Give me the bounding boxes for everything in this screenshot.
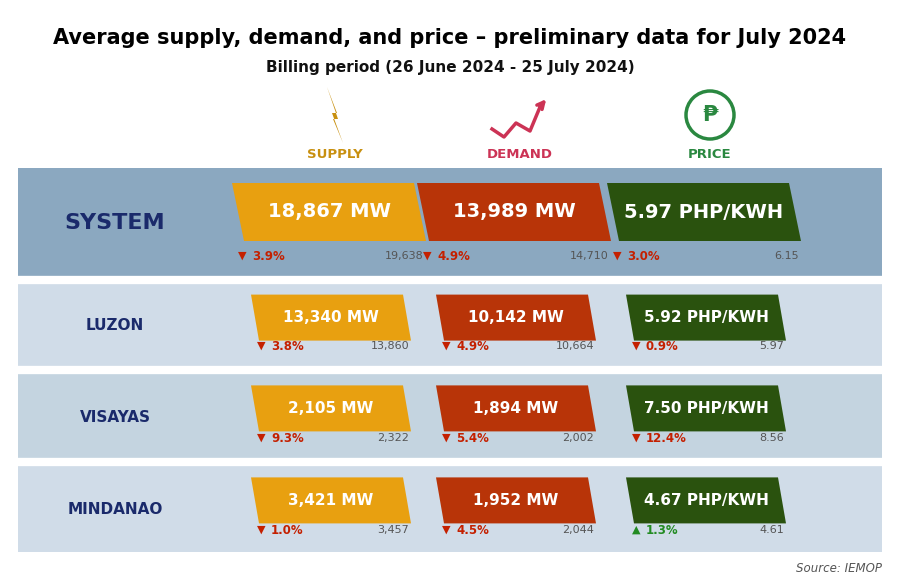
Text: 1,952 MW: 1,952 MW — [473, 493, 559, 508]
Text: 3,457: 3,457 — [377, 525, 409, 535]
Text: 6.15: 6.15 — [774, 251, 799, 261]
Text: 10,664: 10,664 — [555, 341, 594, 351]
Polygon shape — [436, 385, 596, 432]
Text: 7.50 PHP/KWH: 7.50 PHP/KWH — [644, 401, 769, 416]
Text: ▲: ▲ — [632, 525, 641, 535]
Text: 13,860: 13,860 — [371, 341, 409, 351]
Text: 4.67 PHP/KWH: 4.67 PHP/KWH — [644, 493, 769, 508]
Text: ▼: ▼ — [257, 433, 266, 443]
Text: 9.3%: 9.3% — [271, 432, 304, 445]
Text: 5.4%: 5.4% — [456, 432, 489, 445]
Text: MINDANAO: MINDANAO — [68, 502, 163, 516]
Text: ₱: ₱ — [702, 105, 718, 125]
Polygon shape — [327, 87, 343, 143]
Polygon shape — [626, 385, 786, 432]
Text: ▼: ▼ — [632, 341, 641, 351]
Text: 4.9%: 4.9% — [437, 249, 470, 262]
Text: SUPPLY: SUPPLY — [307, 148, 363, 161]
Text: 12.4%: 12.4% — [646, 432, 687, 445]
Polygon shape — [626, 295, 786, 340]
Text: 2,044: 2,044 — [562, 525, 594, 535]
Bar — [18, 374, 882, 460]
Text: 13,989 MW: 13,989 MW — [453, 202, 575, 222]
Polygon shape — [251, 385, 411, 432]
Text: 2,002: 2,002 — [562, 433, 594, 443]
Text: VISAYAS: VISAYAS — [79, 409, 150, 425]
Text: 3.8%: 3.8% — [271, 339, 304, 352]
Polygon shape — [436, 477, 596, 523]
Text: 8.56: 8.56 — [760, 433, 784, 443]
Text: 14,710: 14,710 — [571, 251, 609, 261]
Text: 1.0%: 1.0% — [271, 523, 303, 536]
Polygon shape — [417, 183, 611, 241]
Text: ▼: ▼ — [423, 251, 431, 261]
Text: 5.92 PHP/KWH: 5.92 PHP/KWH — [644, 310, 769, 325]
Text: 5.97: 5.97 — [759, 341, 784, 351]
Text: 3.9%: 3.9% — [252, 249, 284, 262]
Text: 4.61: 4.61 — [760, 525, 784, 535]
Text: ▼: ▼ — [442, 341, 451, 351]
Text: ▼: ▼ — [613, 251, 622, 261]
Text: ▼: ▼ — [632, 433, 641, 443]
Text: 5.97 PHP/KWH: 5.97 PHP/KWH — [625, 202, 784, 222]
Text: PRICE: PRICE — [688, 148, 732, 161]
Text: SYSTEM: SYSTEM — [65, 213, 166, 233]
Text: DEMAND: DEMAND — [487, 148, 553, 161]
Polygon shape — [232, 183, 426, 241]
Text: ▼: ▼ — [442, 525, 451, 535]
Text: 0.9%: 0.9% — [646, 339, 679, 352]
Polygon shape — [436, 295, 596, 340]
Text: ▼: ▼ — [238, 251, 247, 261]
Bar — [18, 168, 882, 278]
Text: Average supply, demand, and price – preliminary data for July 2024: Average supply, demand, and price – prel… — [53, 28, 847, 48]
Text: 4.9%: 4.9% — [456, 339, 489, 352]
Text: 1.3%: 1.3% — [646, 523, 679, 536]
Text: ▼: ▼ — [257, 341, 266, 351]
Bar — [18, 284, 882, 368]
Polygon shape — [607, 183, 801, 241]
Text: 3,421 MW: 3,421 MW — [288, 493, 374, 508]
Text: ▼: ▼ — [442, 433, 451, 443]
Text: 18,867 MW: 18,867 MW — [267, 202, 391, 222]
Polygon shape — [251, 477, 411, 523]
Text: 2,105 MW: 2,105 MW — [288, 401, 374, 416]
Text: 13,340 MW: 13,340 MW — [284, 310, 379, 325]
Bar — [18, 466, 882, 552]
Polygon shape — [626, 477, 786, 523]
Text: LUZON: LUZON — [86, 319, 144, 333]
Text: 19,638: 19,638 — [385, 251, 424, 261]
Text: 2,322: 2,322 — [377, 433, 409, 443]
Text: ▼: ▼ — [257, 525, 266, 535]
Text: Source: IEMOP: Source: IEMOP — [796, 562, 882, 575]
Text: 4.5%: 4.5% — [456, 523, 489, 536]
Text: Billing period (26 June 2024 - 25 July 2024): Billing period (26 June 2024 - 25 July 2… — [266, 60, 634, 75]
Text: 1,894 MW: 1,894 MW — [473, 401, 559, 416]
Text: 10,142 MW: 10,142 MW — [468, 310, 564, 325]
Text: 3.0%: 3.0% — [627, 249, 660, 262]
Polygon shape — [251, 295, 411, 340]
